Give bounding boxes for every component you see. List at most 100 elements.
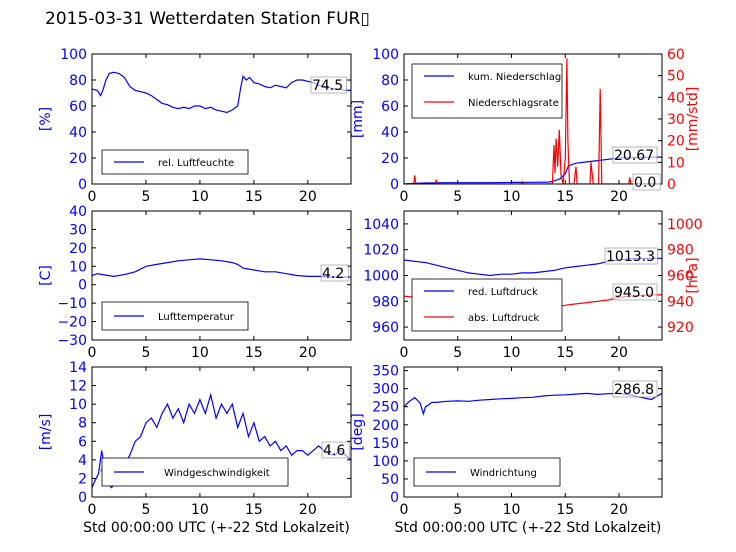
legend-label: Windgeschwindigkeit [164,468,270,479]
series-line-humidity-0 [92,71,351,114]
x-tick-label: 0 [400,189,409,205]
y-tick-label: 20 [69,241,87,257]
y-axis-label: [mm] [350,100,366,138]
y-tick-label: 1040 [363,217,399,233]
y-tick-label: 10 [69,259,87,275]
panel-pressure: 0 5 10 15 20 960 980 1000 1020 1040 920 940 960 980 10… [363,210,703,361]
chart-title: 2015-03-31 Wetterdaten Station FUR▯ [45,9,370,29]
x-tick-label: 20 [610,502,628,518]
x-tick-label: 0 [88,502,97,518]
y-tick-label: 2 [78,471,87,487]
legend-label: abs. Luftdruck [468,313,539,324]
value-label-box [604,247,658,265]
series-line-temp-0 [92,258,351,278]
x-tick-label: 15 [245,502,263,518]
y2-tick-label: 920 [667,320,694,336]
plot-frame [91,210,352,341]
panel-humidity: 0 5 10 15 20 0 20 40 60 80 100 [%] rel. Luftfeuchte 7… [38,47,352,205]
x-tick-label: 5 [453,502,462,518]
x-tick-label: 15 [556,345,574,361]
y-tick-label: 60 [69,99,87,115]
series-line-winddir-0 [404,392,662,416]
value-label: 945.0 [614,285,654,301]
y-tick-label: 200 [372,418,399,434]
y2-tick-label: 30 [667,112,685,128]
legend-box [411,278,563,332]
y-tick-label: 980 [372,294,399,310]
x-tick-label: 10 [503,345,521,361]
y-tick-label: 1020 [363,243,399,259]
y-tick-label: 6 [78,434,87,450]
x-tick-label: 5 [141,502,150,518]
plot-frame [403,366,663,498]
value-label: 0.0 [634,175,656,191]
x-tick-label: 5 [141,189,150,205]
x-axis-label: Std 00:00:00 UTC (+-22 Std Lokalzeit) [83,520,350,536]
y-tick-label: 0 [78,177,87,193]
y2-tick-label: 940 [667,294,694,310]
y2-tick-label: 60 [667,47,685,63]
x-tick-label: 10 [503,502,521,518]
x-tick-label: 10 [503,189,521,205]
y-axis-label: [deg] [350,413,366,450]
y-tick-label: 40 [69,125,87,141]
y-tick-label: 100 [372,47,399,63]
y-tick-label: −30 [57,333,87,349]
x-tick-label: 15 [556,502,574,518]
legend-box [411,63,563,119]
value-label: 4.6 [323,443,345,459]
y-tick-label: 0 [390,177,399,193]
y2-axis-label: [mm/std] [685,87,701,152]
y-axis-label: [%] [38,107,54,131]
y-tick-label: 20 [381,151,399,167]
value-label: 74.5 [312,78,343,94]
x-tick-label: 15 [245,189,263,205]
y-tick-label: 14 [69,360,87,376]
y-tick-label: 1000 [363,269,399,285]
y-tick-label: 0 [390,490,399,506]
plot-frame [91,366,352,498]
x-tick-label: 5 [453,345,462,361]
legend-label: Windrichtung [470,468,537,479]
y-tick-label: 100 [372,454,399,470]
y-tick-label: 100 [60,47,87,63]
x-tick-label: 20 [299,502,317,518]
y2-tick-label: 10 [667,155,685,171]
legend-label: rel. Luftfeuchte [158,158,234,169]
value-label: 286.8 [614,382,654,398]
x-tick-label: 5 [453,189,462,205]
value-label-box [632,173,661,191]
y-tick-label: 80 [69,73,87,89]
y-tick-label: 8 [78,416,87,432]
value-label-box [321,441,350,459]
legend-label: Lufttemperatur [158,312,235,323]
value-label-box [612,283,658,301]
x-tick-label: 20 [610,189,628,205]
y-tick-label: 300 [372,382,399,398]
x-tick-label: 15 [245,345,263,361]
y2-tick-label: 960 [667,269,694,285]
y-tick-label: 60 [381,99,399,115]
y-tick-label: 250 [372,400,399,416]
y2-tick-label: 980 [667,243,694,259]
x-tick-label: 0 [88,345,97,361]
y-axis-label: [m/s] [38,414,54,451]
y2-tick-label: 40 [667,90,685,106]
y-tick-label: 12 [69,379,87,395]
panel-precip: 0 5 10 15 20 0 20 40 60 80 100 0 10 20 30 40 50 60 [mm/std… [350,47,701,205]
y2-tick-label: 0 [667,177,676,193]
y-axis-label: [C] [38,265,54,286]
x-tick-label: 20 [299,345,317,361]
x-tick-label: 10 [191,502,209,518]
y-tick-label: 150 [372,436,399,452]
y-tick-label: 80 [381,73,399,89]
y2-axis-label: [hPa] [685,257,701,293]
panel-temp: 0 5 10 15 20 −30 −20 −10 0 10 20 30 40 [C] Lufttempera… [38,204,352,361]
y-tick-label: 350 [372,364,399,380]
y-tick-label: 30 [69,222,87,238]
x-tick-label: 10 [191,345,209,361]
y-tick-label: 20 [69,151,87,167]
